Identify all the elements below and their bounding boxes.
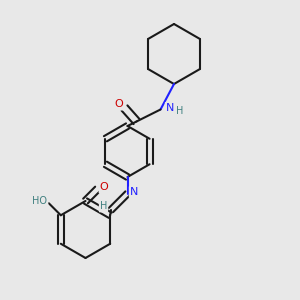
Text: H: H xyxy=(176,106,184,116)
Text: O: O xyxy=(115,99,124,110)
Text: HO: HO xyxy=(32,196,47,206)
Text: O: O xyxy=(100,182,109,193)
Text: N: N xyxy=(130,187,138,197)
Text: H: H xyxy=(100,201,107,212)
Text: N: N xyxy=(166,103,174,113)
